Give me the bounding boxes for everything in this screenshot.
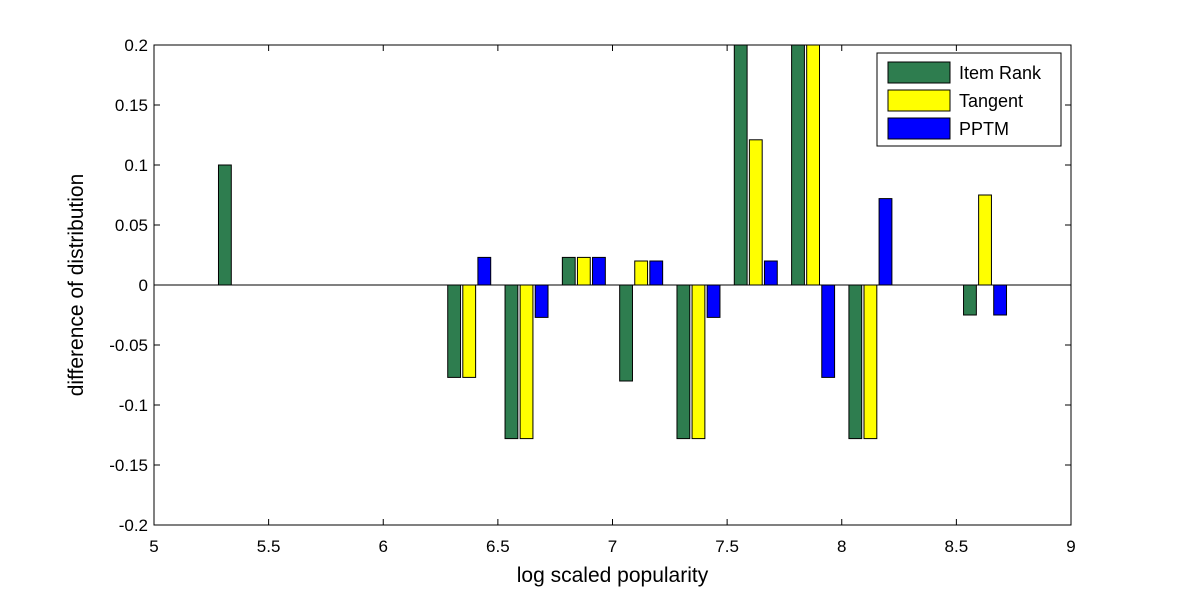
- bar-tangent-6: [576, 256, 591, 286]
- bar-pptm-4: [477, 256, 492, 286]
- y-tick-label: 0.1: [124, 156, 148, 175]
- x-tick-label: 5.5: [257, 537, 281, 556]
- y-tick-label: -0.2: [119, 516, 148, 535]
- x-axis-label: log scaled popularity: [517, 564, 709, 587]
- bar-tangent-9: [748, 139, 763, 286]
- x-tick-label: 8.5: [945, 537, 969, 556]
- bar-item-rank-4: [447, 284, 462, 378]
- bar-pptm-6: [592, 256, 606, 286]
- legend: Item Rank Tangent PPTM: [876, 52, 1062, 147]
- bar-tangent-4: [462, 284, 477, 378]
- y-tick-label: 0.15: [115, 96, 148, 115]
- x-tick-label: 6.5: [486, 537, 510, 556]
- bar-item-rank-9: [733, 44, 748, 286]
- y-tick-label: 0.2: [124, 36, 148, 55]
- bar-pptm-10: [821, 284, 836, 378]
- legend-swatch-tangent: [887, 89, 951, 112]
- x-tick-label: 7.5: [715, 537, 739, 556]
- bar-tangent-11: [863, 284, 878, 440]
- bar-item-rank-8: [676, 284, 691, 440]
- y-axis-label: difference of distribution: [65, 174, 88, 397]
- y-axis: -0.2 -0.15 -0.1 -0.05 0 0.05 0.1 0.15 0.2: [109, 36, 1071, 535]
- y-tick-label: -0.15: [109, 456, 148, 475]
- x-tick-label: 8: [837, 537, 846, 556]
- bar-tangent-8: [691, 284, 706, 440]
- x-tick-label: 5: [149, 537, 158, 556]
- x-axis: 5 5.5 6 6.5 7 7.5 8 8.5 9: [149, 45, 1076, 556]
- legend-swatch-pptm: [887, 117, 951, 140]
- x-tick-label: 9: [1066, 537, 1075, 556]
- bar-item-rank-5: [504, 284, 519, 440]
- bar-item-rank-0: [217, 164, 232, 286]
- legend-label: PPTM: [959, 119, 1009, 139]
- bar-item-rank-7: [619, 284, 633, 382]
- bar-tangent-13: [978, 194, 992, 286]
- bar-tangent-5: [519, 284, 534, 440]
- bar-item-rank-11: [848, 284, 863, 440]
- y-tick-label: -0.05: [109, 336, 148, 355]
- bar-pptm-5: [534, 284, 549, 318]
- bar-pptm-9: [763, 260, 778, 286]
- legend-label: Item Rank: [959, 63, 1042, 83]
- y-tick-label: 0: [139, 276, 148, 295]
- x-tick-label: 6: [379, 537, 388, 556]
- bar-tangent-10: [806, 44, 821, 286]
- bars-group: [217, 44, 1008, 440]
- bar-pptm-8: [706, 284, 721, 318]
- legend-label: Tangent: [959, 91, 1023, 111]
- x-tick-label: 7: [608, 537, 617, 556]
- bar-pptm-13: [993, 284, 1008, 316]
- bar-tangent-7: [634, 260, 649, 286]
- bar-item-rank-6: [561, 256, 576, 286]
- legend-swatch-item-rank: [887, 61, 951, 84]
- y-tick-label: 0.05: [115, 216, 148, 235]
- bar-item-rank-10: [791, 44, 805, 286]
- bar-pptm-7: [649, 260, 664, 286]
- bar-pptm-11: [878, 198, 893, 286]
- y-tick-label: -0.1: [119, 396, 148, 415]
- bar-item-rank-13: [963, 284, 977, 316]
